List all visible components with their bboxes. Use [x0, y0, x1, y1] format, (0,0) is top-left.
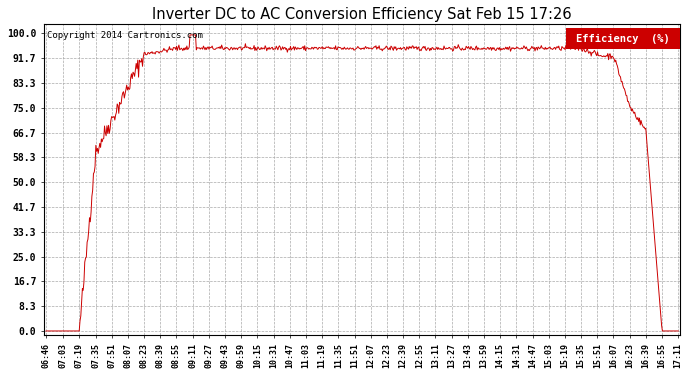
Title: Inverter DC to AC Conversion Efficiency Sat Feb 15 17:26: Inverter DC to AC Conversion Efficiency … [152, 7, 572, 22]
Text: Copyright 2014 Cartronics.com: Copyright 2014 Cartronics.com [47, 31, 203, 40]
